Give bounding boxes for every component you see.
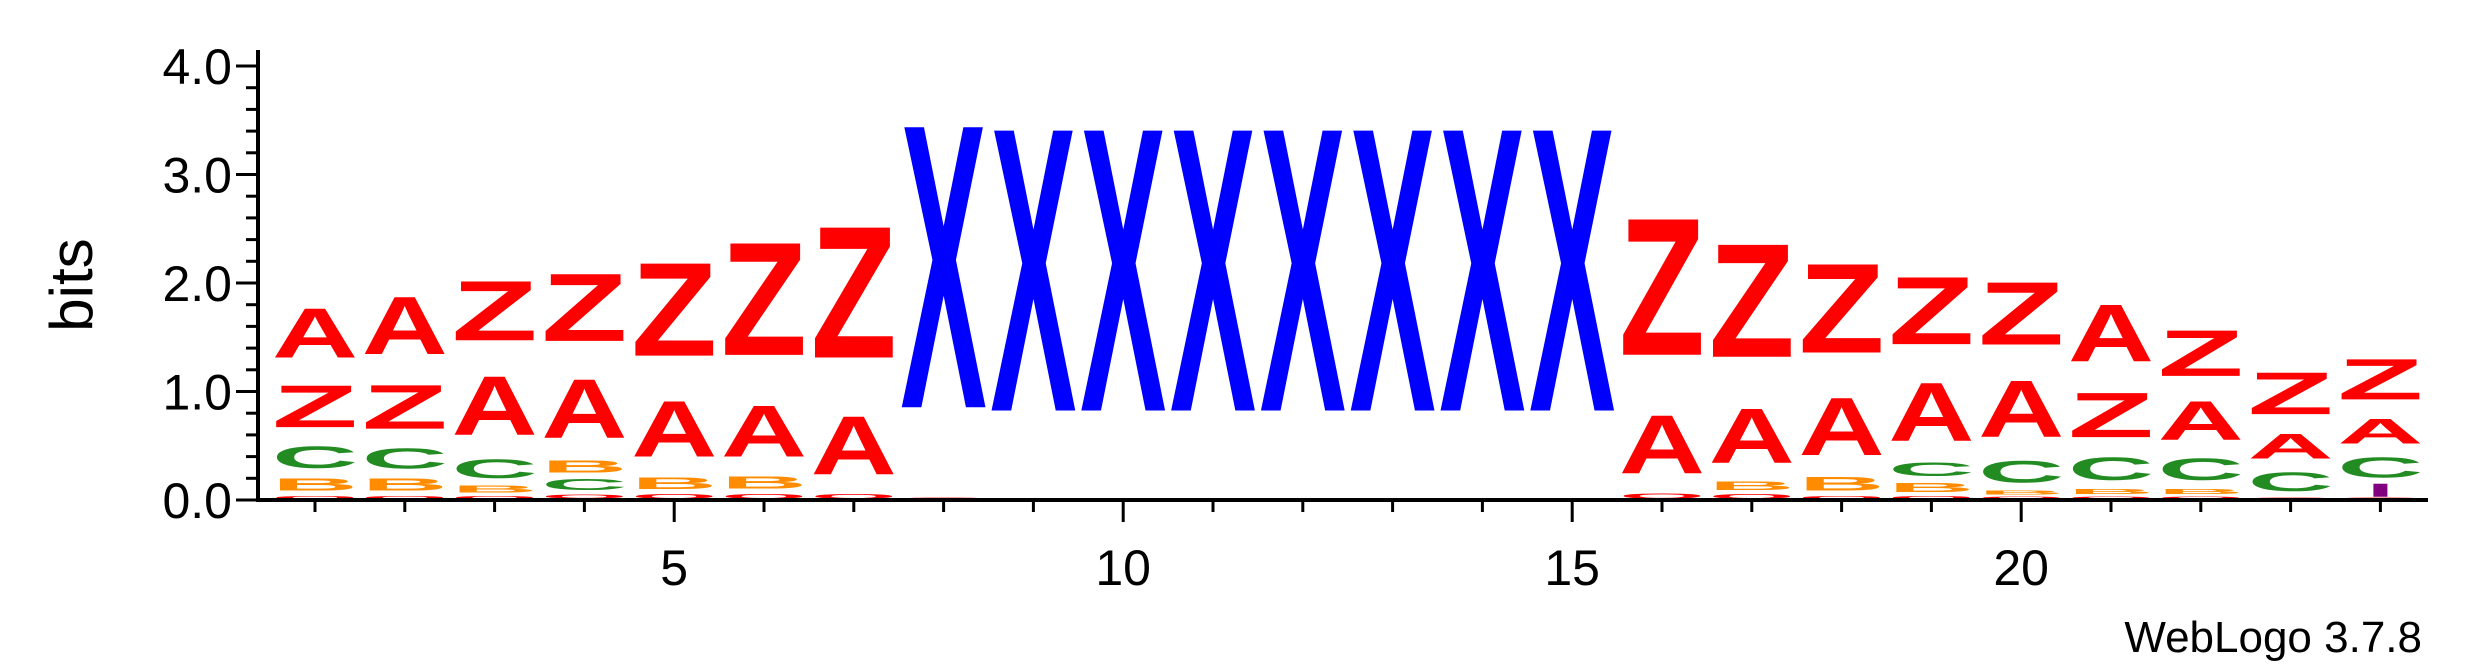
logo-letter-A: A: [362, 279, 448, 371]
logo-letter-A: A: [631, 385, 717, 474]
logo-letter-X: X: [1080, 42, 1167, 496]
logo-letter-B: B: [272, 475, 358, 494]
y-tick-label: 2.0: [162, 256, 232, 312]
logo-letter-Z: Z: [1888, 257, 1974, 365]
logo-letter-C: C: [2337, 452, 2423, 484]
logo-letter-A: A: [1978, 364, 2064, 454]
logo-stacks: QBCZAQBCZAQBCAZQCBAZQBAZQBAZQAZQXXXXXXXX…: [272, 39, 2423, 500]
logo-letter-B: B: [362, 475, 448, 494]
logo-letter-Q: Q: [1799, 495, 1885, 500]
logo-letter-B: B: [1799, 473, 1885, 495]
logo-letter-Z: Z: [2248, 360, 2334, 427]
logo-letter-M: [2373, 483, 2388, 497]
logo-letter-Q: Q: [811, 492, 897, 500]
y-tick-label: 0.0: [162, 473, 232, 529]
logo-letter-B: B: [541, 457, 627, 476]
logo-letter-A: A: [2158, 390, 2244, 452]
logo-letter-Q: Q: [362, 495, 448, 500]
logo-letter-B: B: [721, 473, 807, 492]
logo-letter-A: A: [721, 390, 807, 473]
logo-letter-Q: Q: [1619, 491, 1705, 500]
logo-letter-Q: Q: [631, 492, 717, 500]
y-tick-label: 4.0: [162, 39, 232, 95]
x-tick-label: 20: [1993, 540, 2049, 596]
logo-letter-Z: Z: [452, 263, 538, 358]
ticks: 0.0 1.0 2.0 3.0 4.0 5 10 15 20: [162, 39, 2382, 596]
logo-letter-Z: Z: [631, 236, 717, 385]
logo-letter-Z: Z: [362, 372, 448, 442]
logo-letter-B: B: [1888, 480, 1974, 494]
logo-letter-B: B: [452, 484, 538, 495]
x-tick-label: 15: [1544, 540, 1600, 596]
logo-letter-Z: Z: [721, 210, 807, 390]
logo-letter-A: A: [1619, 398, 1705, 491]
logo-letter-C: C: [541, 476, 627, 493]
logo-letter-Z: Z: [2337, 347, 2423, 412]
logo-letter-A: A: [2068, 288, 2154, 379]
logo-letter-X: X: [1439, 42, 1526, 496]
logo-letter-B: B: [2158, 487, 2244, 496]
logo-letter-C: C: [2158, 452, 2244, 487]
logo-letter-X: X: [990, 42, 1077, 496]
logo-letter-C: C: [2248, 467, 2334, 497]
logo-letter-X: X: [1260, 42, 1347, 496]
x-tick-label: 10: [1095, 540, 1151, 596]
logo-letter-X: X: [1170, 42, 1257, 496]
logo-letter-Q: Q: [452, 495, 538, 500]
logo-letter-Q: Q: [1709, 492, 1795, 500]
logo-letter-C: C: [362, 443, 448, 475]
logo-letter-A: A: [1709, 393, 1795, 479]
logo-letter-Z: Z: [2068, 380, 2154, 451]
logo-letter-Z: Z: [1709, 210, 1795, 392]
axes: [256, 50, 2428, 502]
logo-letter-Z: Z: [1978, 264, 2064, 365]
y-tick-label: 3.0: [162, 148, 232, 204]
logo-letter-C: C: [2068, 451, 2154, 487]
logo-letter-Z: Z: [811, 187, 897, 398]
logo-letter-C: C: [452, 454, 538, 484]
logo-letter-A: A: [1799, 380, 1885, 472]
logo-letter-A: A: [272, 293, 358, 372]
logo-letter-A: A: [2248, 427, 2334, 466]
logo-letter-X: X: [1350, 42, 1437, 496]
logo-letter-B: B: [2068, 487, 2154, 496]
logo-letter-Z: Z: [541, 254, 627, 362]
logo-letter-Z: Z: [272, 373, 358, 440]
logo-letter-Z: Z: [1619, 178, 1705, 398]
logo-letter-A: A: [452, 359, 538, 453]
logo-letter-A: A: [541, 362, 627, 456]
y-tick-label: 1.0: [162, 365, 232, 421]
logo-letter-Z: Z: [1799, 237, 1885, 380]
logo-letter-Q: Q: [2158, 496, 2244, 500]
logo-letter-X: X: [1529, 42, 1616, 496]
logo-letter-Z: Z: [2158, 317, 2244, 390]
logo-letter-C: C: [1978, 455, 2064, 490]
logo-letter-Q: Q: [541, 493, 627, 500]
logo-letter-Q: Q: [721, 492, 807, 500]
logo-letter-A: A: [811, 399, 897, 492]
logo-letter-X: X: [901, 39, 988, 493]
logo-letter-C: C: [272, 440, 358, 475]
logo-letter-Q: Q: [1888, 495, 1974, 500]
logo-letter-B: B: [631, 474, 717, 492]
logo-letter-B: B: [1978, 489, 2064, 495]
logo-letter-B: B: [1709, 479, 1795, 492]
logo-letter-C: C: [1888, 459, 1974, 481]
x-tick-label: 5: [660, 540, 688, 596]
weblogo-credit: WebLogo 3.7.8: [2124, 613, 2422, 662]
y-axis-title: bits: [38, 238, 105, 331]
logo-letter-Q: Q: [272, 495, 358, 500]
logo-letter-A: A: [1888, 365, 1974, 458]
logo-letter-A: A: [2337, 412, 2423, 451]
logo-letter-Q: Q: [1978, 496, 2064, 500]
logo-letter-Q: Q: [2068, 496, 2154, 500]
